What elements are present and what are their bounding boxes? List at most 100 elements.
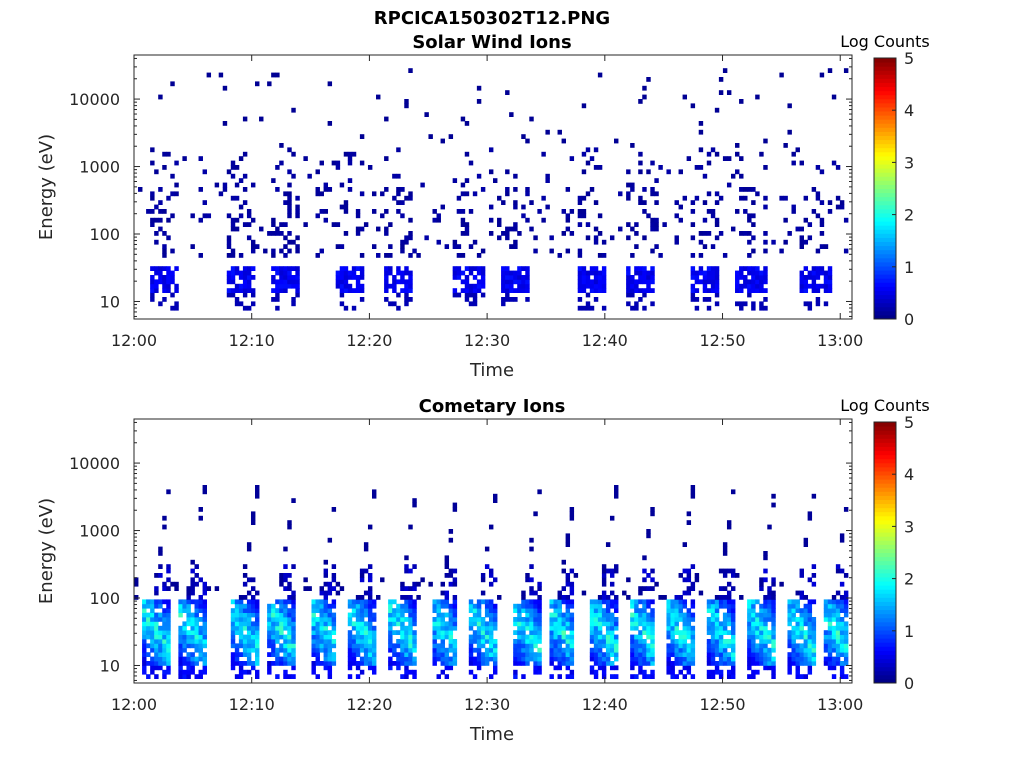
spectrogram-cell xyxy=(513,674,518,679)
spectrogram-cell xyxy=(436,647,441,653)
spectrogram-cell xyxy=(605,647,611,653)
spectrogram-cell xyxy=(525,661,530,666)
spectrogram-cell xyxy=(525,625,530,631)
spectrogram-cell xyxy=(589,647,595,653)
spectrogram-cell xyxy=(154,279,159,285)
spectrogram-cell xyxy=(230,217,236,223)
colorbar-segment xyxy=(874,540,896,545)
spectrogram-cell xyxy=(553,621,558,627)
spectrogram-cell xyxy=(488,603,494,609)
spectrogram-cell xyxy=(267,630,272,635)
spectrogram-cell xyxy=(400,239,405,245)
spectrogram-cell xyxy=(561,138,566,144)
spectrogram-cell xyxy=(472,647,478,653)
spectrogram-cell xyxy=(476,603,482,609)
spectrogram-cell xyxy=(743,266,748,271)
spectrogram-cell xyxy=(597,599,603,605)
spectrogram-cell xyxy=(158,643,163,649)
spectrogram-cell xyxy=(412,608,417,613)
spectrogram-cell xyxy=(452,239,458,245)
spectrogram-cell xyxy=(650,279,655,285)
spectrogram-cell xyxy=(444,590,450,596)
spectrogram-cell xyxy=(246,634,252,640)
spectrogram-cell xyxy=(710,275,716,280)
spectrogram-cell xyxy=(154,586,159,591)
spectrogram-cell xyxy=(650,191,655,197)
spectrogram-cell xyxy=(807,630,813,635)
spectrogram-cell xyxy=(162,674,167,679)
spectrogram-cell xyxy=(493,639,498,644)
spectrogram-cell xyxy=(670,625,675,631)
spectrogram-cell xyxy=(553,625,558,631)
spectrogram-cell xyxy=(367,573,373,578)
spectrogram-cell xyxy=(557,608,562,613)
spectrogram-cell xyxy=(146,612,151,618)
spectrogram-cell xyxy=(634,279,639,285)
spectrogram-cell xyxy=(501,283,506,289)
spectrogram-cell xyxy=(440,603,445,609)
spectrogram-cell xyxy=(811,209,817,214)
spectrogram-cell xyxy=(710,612,716,618)
spectrogram-cell xyxy=(230,661,236,666)
y-tick-label: 1000 xyxy=(79,522,120,541)
spectrogram-cell xyxy=(533,669,538,675)
spectrogram-cell xyxy=(710,669,716,675)
spectrogram-cell xyxy=(565,217,571,223)
spectrogram-cell xyxy=(238,283,244,289)
spectrogram-cell xyxy=(246,617,252,622)
colorbar-segment xyxy=(874,544,896,549)
spectrogram-cell xyxy=(440,643,445,649)
spectrogram-cell xyxy=(283,275,288,280)
spectrogram-cell xyxy=(791,617,796,622)
spectrogram-cell xyxy=(154,603,159,609)
spectrogram-cell xyxy=(803,608,809,613)
spectrogram-cell xyxy=(464,222,470,227)
spectrogram-cell xyxy=(730,573,736,578)
spectrogram-cell xyxy=(682,195,688,201)
spectrogram-cell xyxy=(593,674,599,679)
spectrogram-cell xyxy=(702,270,708,276)
spectrogram-cell xyxy=(267,661,272,666)
spectrogram-cell xyxy=(380,577,385,583)
spectrogram-cell xyxy=(154,661,159,666)
spectrogram-cell xyxy=(807,515,813,521)
spectrogram-cell xyxy=(807,270,813,276)
spectrogram-cell xyxy=(549,621,554,627)
spectrogram-cell xyxy=(718,643,724,649)
spectrogram-cell xyxy=(690,564,696,569)
spectrogram-cell xyxy=(730,568,736,574)
spectrogram-cell xyxy=(634,625,639,631)
spectrogram-cell xyxy=(759,275,764,280)
spectrogram-cell xyxy=(440,639,445,644)
spectrogram-cell xyxy=(158,301,163,307)
spectrogram-cell xyxy=(150,643,155,649)
spectrogram-cell xyxy=(275,226,280,232)
spectrogram-cell xyxy=(807,652,813,657)
spectrogram-cell xyxy=(751,639,756,644)
spectrogram-cell xyxy=(565,595,571,600)
spectrogram-cell xyxy=(150,266,155,271)
spectrogram-cell xyxy=(634,608,639,613)
spectrogram-cell xyxy=(371,630,377,635)
spectrogram-cell xyxy=(493,656,498,662)
spectrogram-cell xyxy=(359,253,365,258)
spectrogram-cell xyxy=(718,630,724,635)
colorbar-segment xyxy=(874,241,896,247)
spectrogram-cell xyxy=(493,643,498,649)
spectrogram-cell xyxy=(238,634,244,640)
spectrogram-cell xyxy=(827,599,833,605)
spectrogram-cell xyxy=(315,661,320,666)
spectrogram-cell xyxy=(392,621,397,627)
spectrogram-cell xyxy=(614,656,619,662)
spectrogram-cell xyxy=(609,630,615,635)
colorbar-tick-label: 0 xyxy=(904,310,914,329)
spectrogram-cell xyxy=(412,634,417,640)
spectrogram-cell xyxy=(371,493,377,499)
spectrogram-cell xyxy=(726,568,732,574)
spectrogram-cell xyxy=(355,630,361,635)
spectrogram-cell xyxy=(751,674,756,679)
spectrogram-cell xyxy=(295,275,300,280)
spectrogram-cell xyxy=(634,283,639,289)
spectrogram-cell xyxy=(347,178,353,183)
spectrogram-cell xyxy=(835,630,841,635)
